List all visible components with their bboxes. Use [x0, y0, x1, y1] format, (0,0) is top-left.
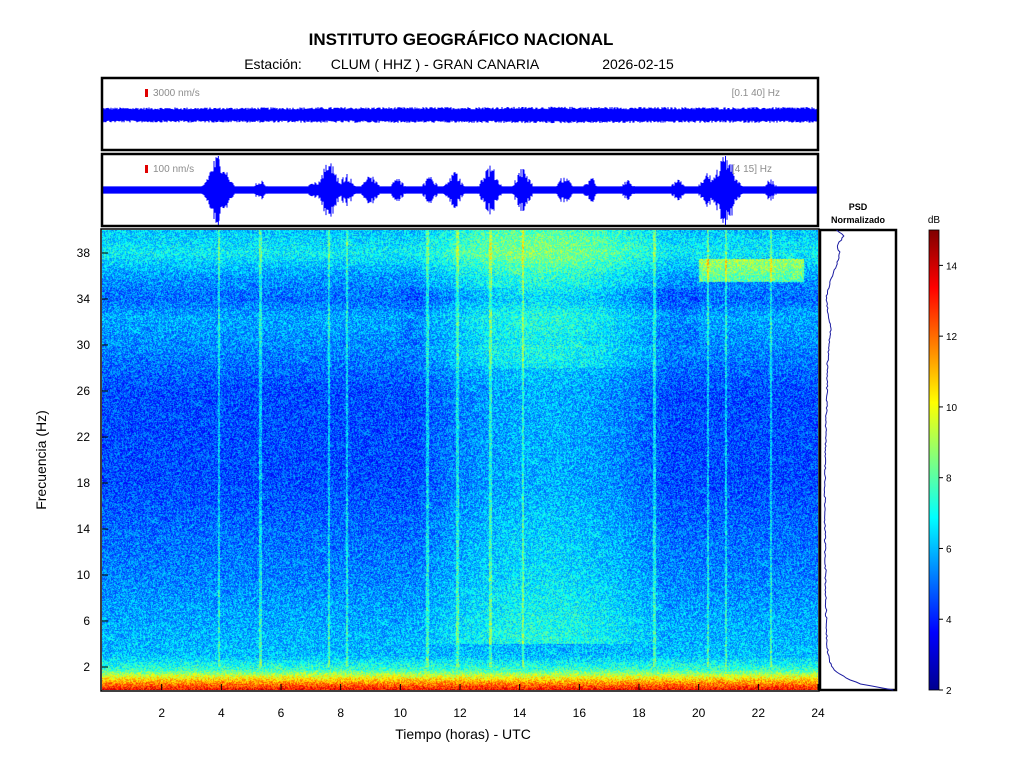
x-axis-label: Tiempo (horas) - UTC: [395, 726, 531, 742]
y-tick-label: 14: [77, 522, 91, 536]
x-tick-label: 12: [453, 706, 467, 720]
scale-marker-filtered: [145, 165, 148, 173]
x-tick-label: 4: [218, 706, 225, 720]
scale-label-broadband: 3000 nm/s: [153, 88, 200, 99]
x-tick-label: 24: [811, 706, 825, 720]
x-tick-label: 20: [692, 706, 706, 720]
filter-label-broadband: [0.1 40] Hz: [732, 88, 780, 99]
y-tick-label: 2: [83, 660, 90, 674]
colorbar-tick-label: 12: [946, 332, 958, 343]
x-tick-label: 8: [337, 706, 344, 720]
station-name: CLUM ( HHZ ) - GRAN CANARIA: [331, 56, 540, 72]
colorbar: dB 2 4 6 8 10 12 14: [928, 215, 958, 697]
psd-frame: [818, 228, 898, 692]
psd-panel: PSD Normalizado: [818, 202, 898, 692]
x-tick-label: 6: [278, 706, 285, 720]
colorbar-tick-label: 10: [946, 403, 958, 414]
psd-title-line2: Normalizado: [831, 215, 886, 225]
colorbar-bar: [928, 229, 940, 691]
date-label: 2026-02-15: [602, 56, 674, 72]
y-axis-label: Frecuencia (Hz): [33, 410, 49, 510]
psd-title-line1: PSD: [849, 202, 868, 212]
spectrogram-panel: 2 4 6 8 10 12 14 16 18 20 22 24 261014182226303438 …: [33, 228, 825, 742]
colorbar-label: dB: [928, 215, 941, 226]
y-tick-label: 22: [77, 430, 91, 444]
y-tick-label: 6: [83, 614, 90, 628]
y-tick-label: 10: [77, 568, 91, 582]
x-tick-label: 18: [632, 706, 646, 720]
seismogram-broadband-panel: 3000 nm/s [0.1 40] Hz: [100, 76, 820, 152]
scale-marker-broadband: [145, 89, 148, 97]
broadband-trace-path: [101, 106, 818, 124]
y-tick-label: 18: [77, 476, 91, 490]
x-tick-label: 16: [573, 706, 587, 720]
x-axis-ticks: 2 4 6 8 10 12 14 16 18 20 22 24: [158, 684, 825, 720]
psd-curve: [823, 229, 894, 691]
colorbar-ticks: 2 4 6 8 10 12 14: [939, 261, 958, 697]
y-tick-label: 26: [77, 384, 91, 398]
seismogram-filtered-panel: 100 nm/s [4 15] Hz: [100, 152, 820, 228]
y-tick-label: 30: [77, 338, 91, 352]
seismogram-broadband-trace: [101, 106, 818, 124]
seismogram-broadband-frame: [100, 76, 820, 152]
seismogram-filtered-trace: [101, 156, 818, 225]
colorbar-tick-label: 4: [946, 615, 952, 626]
x-tick-label: 14: [513, 706, 527, 720]
colorbar-tick-label: 6: [946, 544, 952, 555]
colorbar-tick-label: 8: [946, 474, 952, 485]
chart-title: INSTITUTO GEOGRÁFICO NACIONAL: [309, 30, 614, 49]
y-tick-label: 38: [77, 246, 91, 260]
station-prefix: Estación:: [244, 56, 302, 72]
seismogram-filtered-frame: [100, 152, 820, 228]
colorbar-tick-label: 2: [946, 686, 952, 697]
scale-label-filtered: 100 nm/s: [153, 164, 194, 175]
x-tick-label: 10: [394, 706, 408, 720]
x-tick-label: 22: [752, 706, 766, 720]
filter-label-filtered: [4 15] Hz: [732, 164, 772, 175]
colorbar-tick-label: 14: [946, 261, 958, 272]
spectrogram-image-holder: [102, 230, 818, 690]
x-tick-label: 2: [158, 706, 165, 720]
y-tick-label: 34: [77, 292, 91, 306]
spectrogram-heatmap: [102, 230, 818, 690]
